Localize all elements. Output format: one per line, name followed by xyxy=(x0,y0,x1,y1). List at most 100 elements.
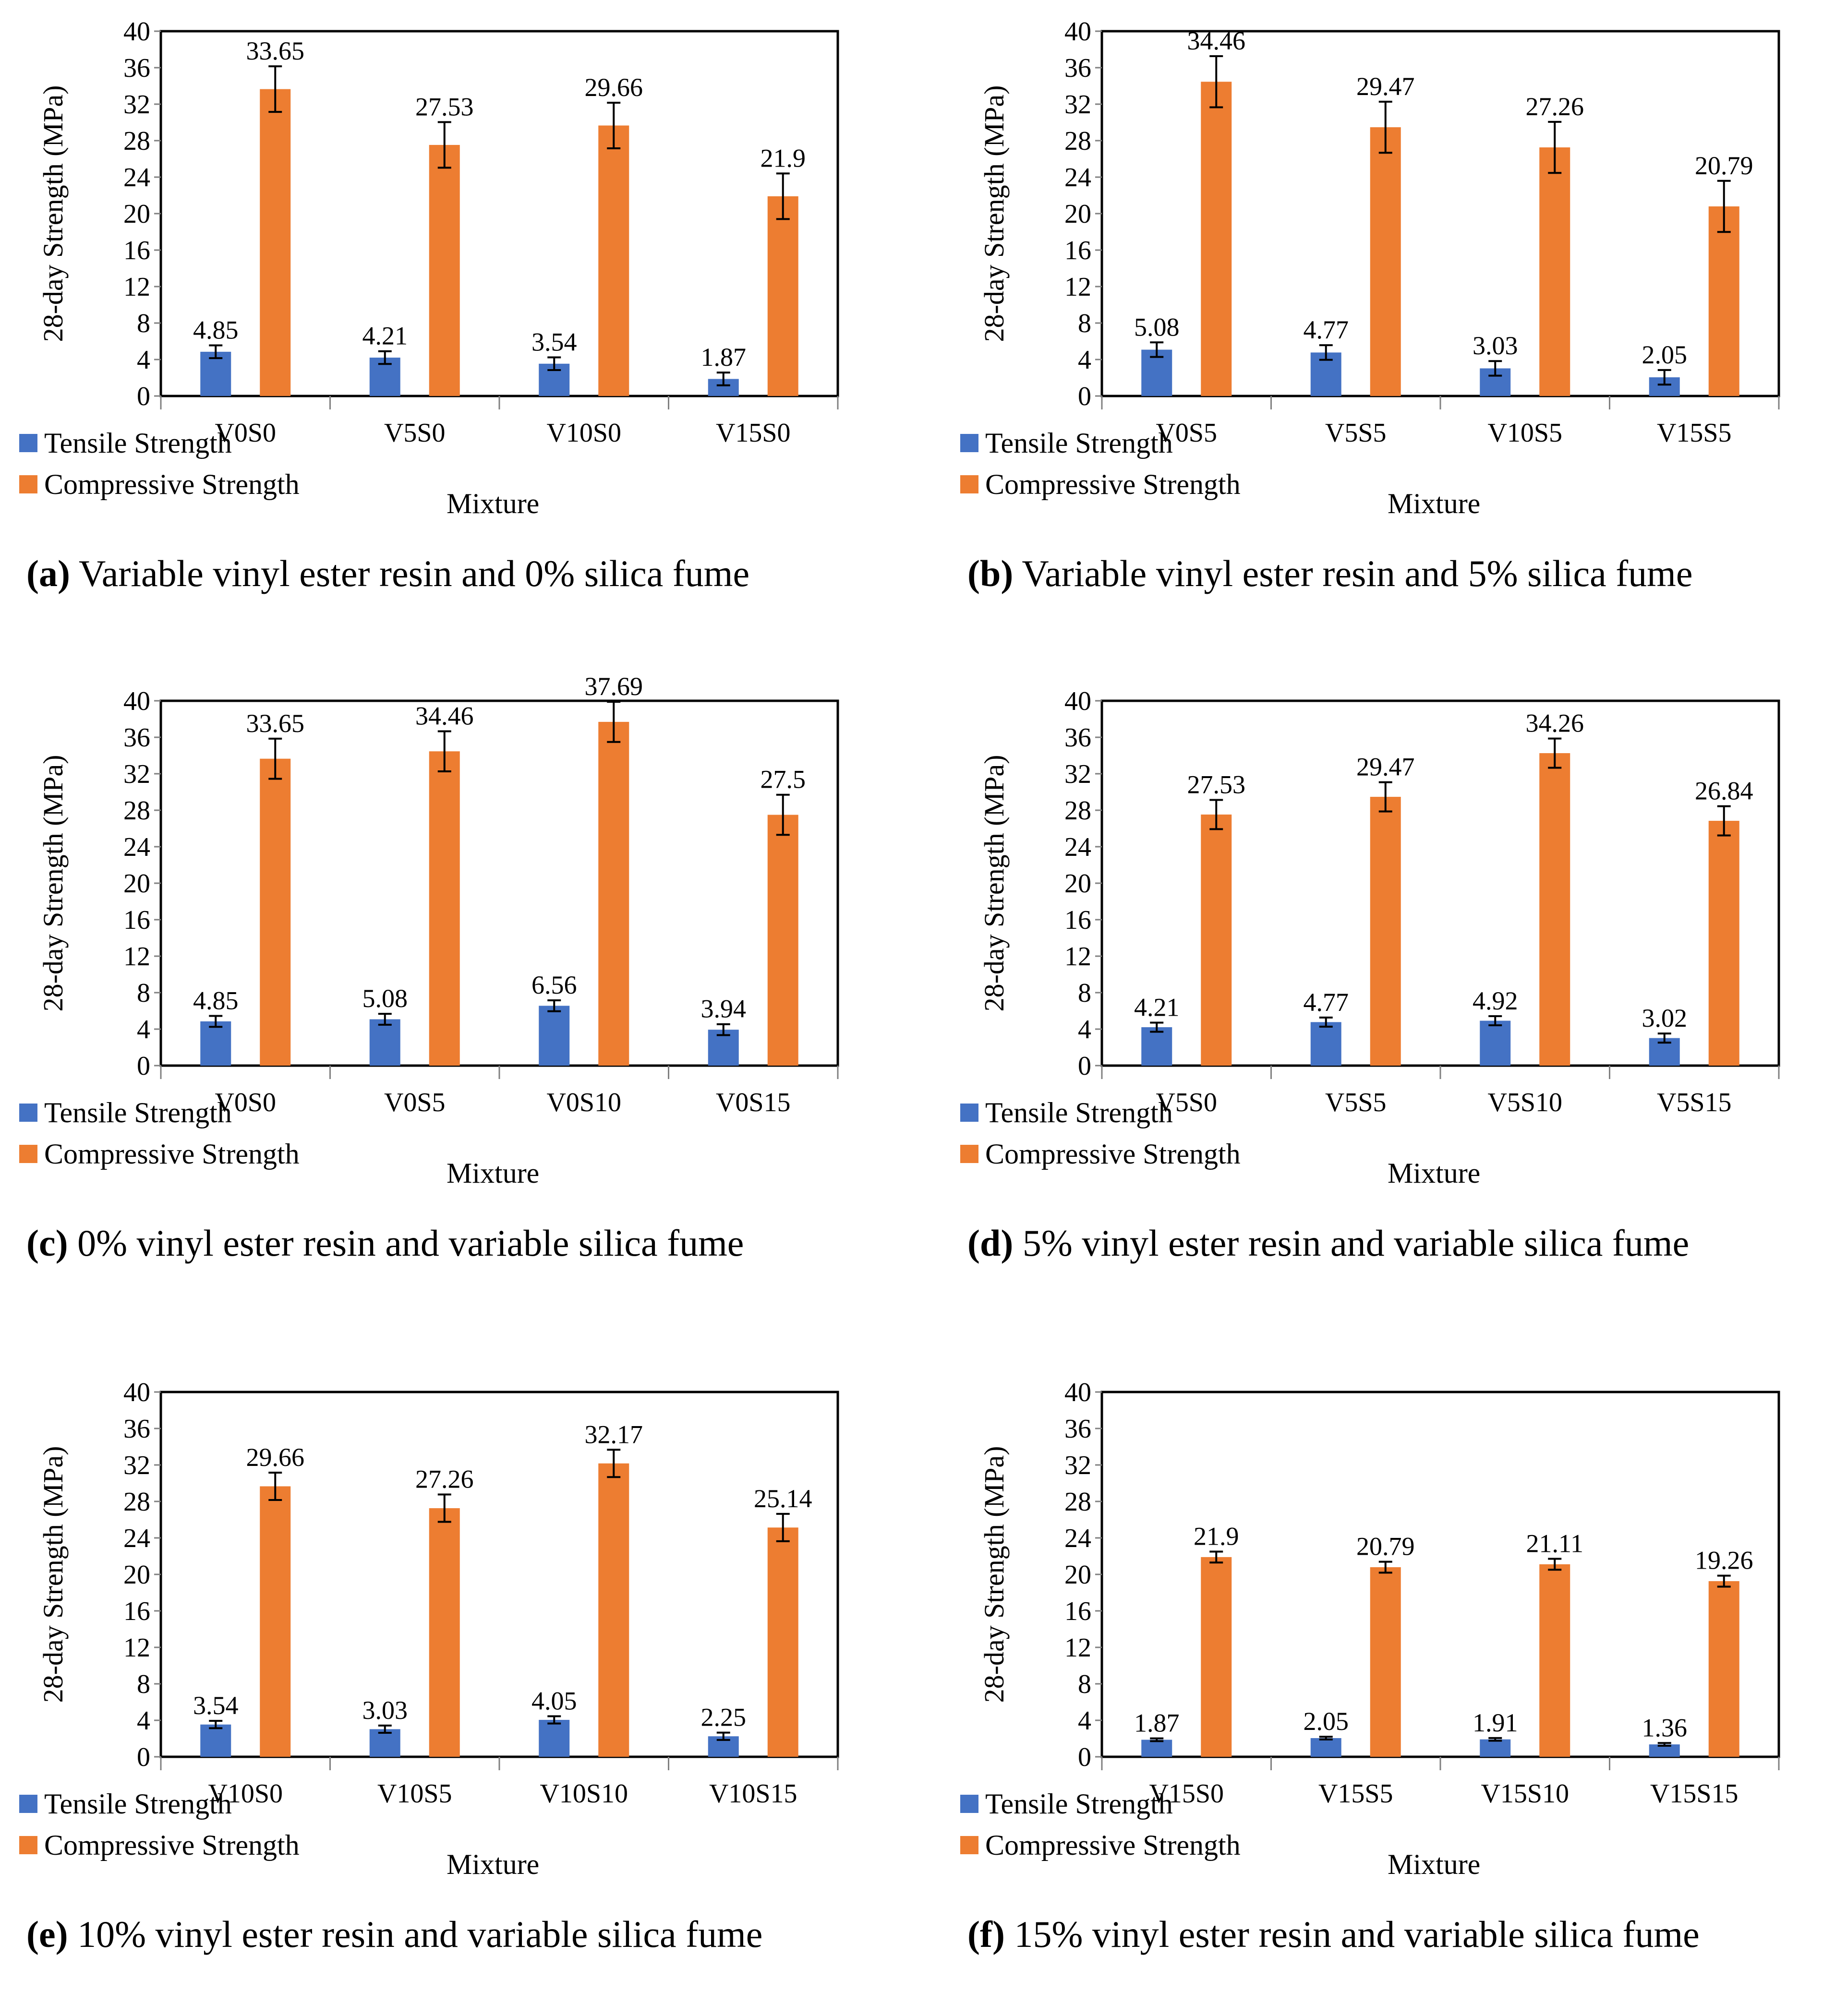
data-label: 29.66 xyxy=(585,73,643,102)
chart-legend: Tensile Strength Compressive Strength xyxy=(960,1092,1241,1175)
data-label: 4.85 xyxy=(193,316,239,345)
y-tick-label: 40 xyxy=(1064,1378,1091,1407)
y-tick-label: 0 xyxy=(1078,1742,1091,1772)
y-tick-label: 16 xyxy=(123,905,150,935)
compressive-bar xyxy=(1708,1581,1739,1757)
legend-label: Compressive Strength xyxy=(44,1829,300,1861)
y-axis-title: 28-day Strength (MPa) xyxy=(37,1446,69,1703)
tensile-bar xyxy=(200,1724,231,1757)
data-label: 21.9 xyxy=(761,144,806,172)
legend-label: Compressive Strength xyxy=(44,468,300,500)
compressive-bar xyxy=(1370,127,1401,396)
data-label: 20.79 xyxy=(1695,151,1753,180)
data-label: 3.94 xyxy=(701,995,747,1023)
tensile-bar xyxy=(369,1019,400,1066)
y-tick-label: 40 xyxy=(1064,17,1091,47)
compressive-bar xyxy=(429,751,460,1066)
y-tick-label: 36 xyxy=(1064,723,1091,753)
legend-label: Compressive Strength xyxy=(44,1138,300,1170)
legend-label: Tensile Strength xyxy=(44,1096,232,1128)
legend-label: Tensile Strength xyxy=(985,427,1173,459)
tensile-bar xyxy=(1480,1739,1511,1757)
y-tick-label: 32 xyxy=(123,759,150,789)
chart-legend: Tensile Strength Compressive Strength xyxy=(960,422,1241,505)
data-label: 32.17 xyxy=(585,1420,643,1449)
compressive-bar xyxy=(1201,814,1232,1066)
data-label: 1.91 xyxy=(1473,1708,1518,1737)
x-tick-label: V0S5 xyxy=(1156,418,1217,448)
chart-svg-a: 0 4 8 12 16 20 24 28 32 36 40 28-day Strength (MPa)… xyxy=(37,17,839,448)
y-tick-label: 32 xyxy=(123,1451,150,1480)
y-tick-label: 32 xyxy=(123,90,150,120)
y-tick-label: 20 xyxy=(123,869,150,899)
y-axis-title: 28-day Strength (MPa) xyxy=(978,755,1010,1012)
chart-panel-f: 0 4 8 12 16 20 24 28 32 36 40 28-day Strength (MPa)… xyxy=(941,1361,1823,1985)
chart-legend: Tensile Strength Compressive Strength xyxy=(19,1783,300,1866)
y-tick-label: 16 xyxy=(123,236,150,265)
data-label: 21.9 xyxy=(1194,1522,1239,1551)
legend-item: Tensile Strength xyxy=(960,422,1241,464)
compressive-bar xyxy=(429,144,460,396)
caption-label: (c) xyxy=(26,1222,68,1264)
tensile-bar xyxy=(1141,1740,1172,1757)
legend-swatch xyxy=(960,1795,978,1813)
chart-panel-a: 0 4 8 12 16 20 24 28 32 36 40 28-day Strength (MPa)… xyxy=(0,0,883,624)
y-axis-title: 28-day Strength (MPa) xyxy=(978,1446,1010,1703)
data-label: 1.87 xyxy=(1134,1709,1180,1738)
y-axis-title: 28-day Strength (MPa) xyxy=(37,85,69,342)
data-label: 26.84 xyxy=(1695,777,1753,805)
panel-caption: (e) 10% vinyl ester resin and variable s… xyxy=(26,1913,762,1956)
data-label: 1.36 xyxy=(1642,1713,1688,1742)
data-label: 27.5 xyxy=(761,765,806,794)
caption-label: (a) xyxy=(26,552,70,594)
y-tick-label: 36 xyxy=(123,723,150,753)
panel-caption: (d) 5% vinyl ester resin and variable si… xyxy=(967,1222,1689,1265)
data-label: 4.21 xyxy=(362,322,408,350)
chart-panel-e: 0 4 8 12 16 20 24 28 32 36 40 28-day Strength (MPa)… xyxy=(0,1361,883,1985)
y-tick-label: 8 xyxy=(1078,1669,1091,1699)
tensile-bar xyxy=(539,1006,570,1066)
y-tick-label: 32 xyxy=(1064,90,1091,120)
x-tick-label: V5S5 xyxy=(1325,418,1387,448)
data-label: 34.26 xyxy=(1526,709,1584,738)
data-label: 4.21 xyxy=(1134,993,1180,1022)
x-tick-label: V15S5 xyxy=(1657,418,1732,448)
y-tick-label: 40 xyxy=(1064,686,1091,716)
legend-item: Tensile Strength xyxy=(19,422,300,464)
x-tick-label: V5S15 xyxy=(1657,1088,1732,1117)
data-label: 33.65 xyxy=(246,709,305,738)
legend-swatch xyxy=(19,1145,37,1163)
legend-swatch xyxy=(19,475,37,493)
panel-caption: (f) 15% vinyl ester resin and variable s… xyxy=(967,1913,1700,1956)
y-tick-label: 40 xyxy=(123,17,150,47)
y-tick-label: 0 xyxy=(137,382,150,411)
y-tick-label: 0 xyxy=(137,1051,150,1081)
y-tick-label: 4 xyxy=(137,1706,150,1736)
data-label: 29.47 xyxy=(1356,72,1415,101)
x-tick-label: V5S5 xyxy=(1325,1088,1387,1117)
legend-swatch xyxy=(960,1104,978,1122)
data-label: 3.03 xyxy=(1473,331,1518,360)
legend-swatch xyxy=(960,475,978,493)
compressive-bar xyxy=(598,125,629,396)
data-label: 19.26 xyxy=(1695,1546,1753,1575)
data-label: 20.79 xyxy=(1356,1532,1415,1561)
legend-item: Compressive Strength xyxy=(19,1824,300,1866)
x-axis-title: Mixture xyxy=(447,488,540,519)
y-tick-label: 12 xyxy=(1064,272,1091,302)
data-label: 2.25 xyxy=(701,1703,747,1732)
compressive-bar xyxy=(1708,821,1739,1066)
x-tick-label: V15S5 xyxy=(1318,1779,1393,1809)
data-label: 4.77 xyxy=(1304,315,1349,344)
y-tick-label: 20 xyxy=(123,199,150,229)
data-label: 27.26 xyxy=(415,1465,474,1494)
y-tick-label: 8 xyxy=(137,1669,150,1699)
compressive-bar xyxy=(260,1486,291,1757)
legend-swatch xyxy=(960,434,978,452)
y-tick-label: 8 xyxy=(1078,978,1091,1008)
legend-item: Compressive Strength xyxy=(960,1133,1241,1175)
y-tick-label: 4 xyxy=(1078,1706,1091,1736)
y-tick-label: 36 xyxy=(123,53,150,83)
data-label: 2.05 xyxy=(1642,340,1688,369)
